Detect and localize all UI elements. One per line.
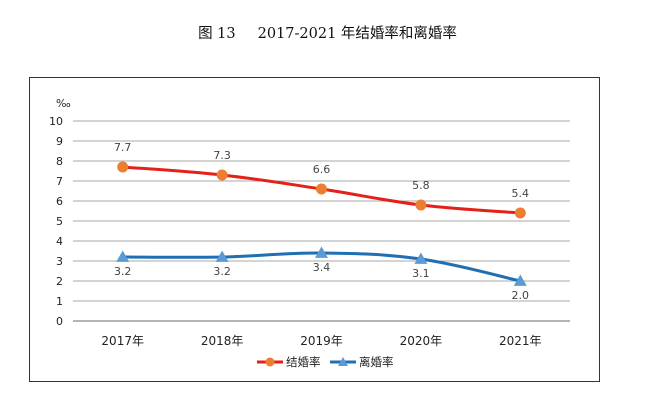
legend-marker-triangle	[338, 357, 348, 366]
data-label: 7.7	[114, 141, 132, 154]
chart-frame	[29, 77, 600, 382]
legend-marker-circle	[265, 357, 275, 367]
x-tick-label: 2018年	[201, 334, 244, 348]
y-tick-label: 2	[56, 275, 63, 288]
x-tick-label: 2021年	[499, 334, 542, 348]
legend: 结婚率 离婚率	[257, 355, 394, 369]
data-point-marriage	[316, 183, 327, 195]
x-axis-ticks: 2017年 2018年 2019年 2020年 2021年	[101, 334, 541, 348]
y-tick-label: 8	[56, 155, 63, 168]
data-point-divorce	[414, 252, 428, 264]
data-point-divorce	[513, 274, 527, 286]
figure-title: 2017-2021 年结婚率和离婚率	[257, 26, 457, 42]
y-tick-label: 10	[49, 115, 63, 128]
data-point-marriage	[415, 199, 427, 211]
x-tick-label: 2019年	[300, 334, 343, 348]
y-axis-unit: ‰	[56, 97, 71, 110]
data-point-marriage	[216, 169, 228, 181]
legend-label: 结婚率	[286, 355, 321, 369]
data-label: 5.4	[512, 187, 530, 200]
data-labels: 7.7 7.3 6.6 5.8 5.4 3.2 3.2 3.4 3.1 2.0	[114, 141, 529, 302]
x-tick-label: 2020年	[400, 334, 443, 348]
y-tick-label: 6	[56, 195, 63, 208]
data-label: 7.3	[213, 149, 231, 162]
y-axis-ticks: 0 1 2 3 4 5 6 7 8 9 10	[49, 115, 63, 328]
data-label: 6.6	[313, 163, 331, 176]
data-label: 5.8	[412, 179, 430, 192]
y-tick-label: 3	[56, 255, 63, 268]
data-point-marriage	[117, 161, 129, 173]
y-tick-label: 7	[56, 175, 63, 188]
data-point-divorce	[116, 250, 130, 262]
data-label: 3.2	[114, 265, 132, 278]
y-tick-label: 0	[56, 315, 63, 328]
data-point-divorce	[315, 246, 328, 258]
y-tick-label: 1	[56, 295, 63, 308]
y-tick-label: 4	[56, 235, 63, 248]
legend-label: 离婚率	[359, 355, 394, 369]
figure-number: 图 13	[198, 26, 236, 42]
x-tick-label: 2017年	[101, 334, 144, 348]
data-label: 3.4	[313, 261, 331, 274]
series-markers	[116, 161, 527, 286]
y-tick-label: 5	[56, 215, 63, 228]
data-point-divorce	[215, 250, 229, 262]
data-label: 2.0	[512, 289, 530, 302]
y-tick-label: 9	[56, 135, 63, 148]
data-point-marriage	[514, 207, 526, 219]
data-label: 3.2	[213, 265, 231, 278]
data-label: 3.1	[412, 267, 430, 280]
gridlines	[73, 120, 570, 322]
figure-caption: 图 13 2017-2021 年结婚率和离婚率	[0, 22, 655, 43]
